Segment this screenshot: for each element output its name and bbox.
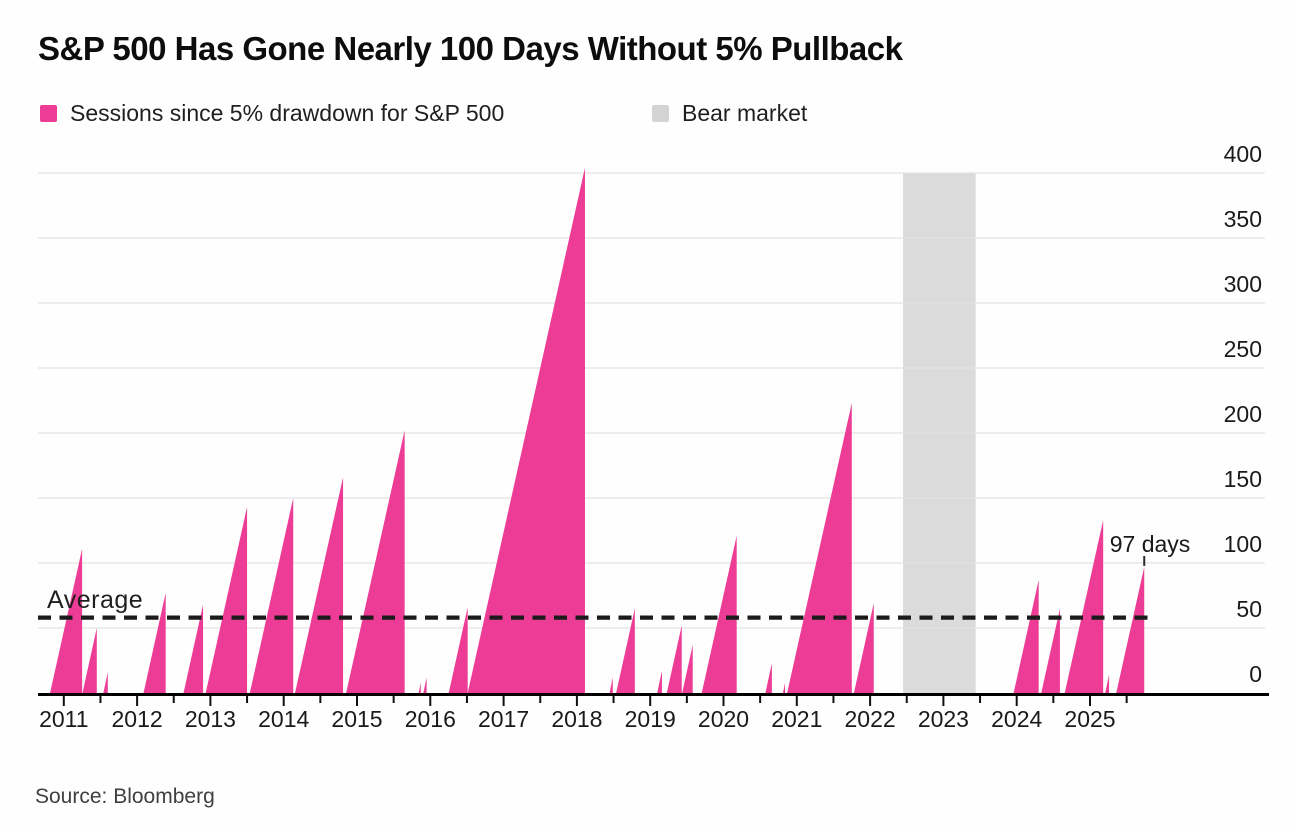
drawdown-streak-triangle xyxy=(782,682,786,694)
y-axis-label-400: 400 xyxy=(1224,141,1262,167)
x-axis-label-2015: 2015 xyxy=(331,706,382,732)
average-line-label: Average xyxy=(47,586,144,614)
legend-item-bear-market: Bear market xyxy=(652,100,807,126)
drawdown-streak-triangle xyxy=(448,607,468,694)
drawdown-streak-triangle xyxy=(615,608,635,694)
x-axis-label-2012: 2012 xyxy=(112,706,163,732)
y-axis-label-0: 0 xyxy=(1249,661,1262,687)
drawdown-streak-triangle xyxy=(1041,608,1060,694)
x-axis-label-2024: 2024 xyxy=(991,706,1042,732)
x-axis-label-2019: 2019 xyxy=(625,706,676,732)
drawdown-streak-triangle xyxy=(681,644,693,694)
drawdown-streak-triangle xyxy=(1104,674,1110,694)
drawdown-streak-triangle xyxy=(103,672,108,694)
drawdown-streak-triangle xyxy=(666,625,682,694)
x-axis-label-2016: 2016 xyxy=(405,706,456,732)
x-axis-label-2013: 2013 xyxy=(185,706,236,732)
bear-market-legend-swatch xyxy=(652,104,669,122)
y-axis-label-200: 200 xyxy=(1224,401,1262,427)
x-axis-label-2025: 2025 xyxy=(1064,706,1115,732)
x-axis-label-2017: 2017 xyxy=(478,706,529,732)
current-streak-annotation: 97 days xyxy=(1109,531,1191,557)
sessions-legend-swatch xyxy=(40,104,57,122)
drawdown-streak-triangle xyxy=(294,477,344,694)
x-axis-label-2014: 2014 xyxy=(258,706,309,732)
x-axis-label-2011: 2011 xyxy=(39,706,88,732)
drawdown-streak-triangle xyxy=(656,670,662,694)
drawdown-streak-triangle xyxy=(1013,579,1039,694)
drawdown-streak-triangle xyxy=(467,167,585,695)
drawdown-streak-triangle xyxy=(418,682,421,694)
y-axis-label-350: 350 xyxy=(1224,206,1262,232)
y-axis-label-100: 100 xyxy=(1224,531,1262,557)
drawdown-streak-triangle xyxy=(701,535,737,694)
sessions-legend-label: Sessions since 5% drawdown for S&P 500 xyxy=(70,99,505,126)
drawdown-streak-triangle xyxy=(143,592,166,694)
y-axis-label-300: 300 xyxy=(1224,271,1262,297)
drawdown-streak-triangle xyxy=(853,603,874,694)
x-axis-label-2018: 2018 xyxy=(551,706,602,732)
bear-market-legend-label: Bear market xyxy=(682,99,808,126)
x-axis-label-2023: 2023 xyxy=(918,706,969,732)
drawdown-streak-triangle xyxy=(49,548,83,694)
y-axis-label-250: 250 xyxy=(1224,336,1262,362)
x-axis-label-2020: 2020 xyxy=(698,706,749,732)
legend-item-sessions: Sessions since 5% drawdown for S&P 500 xyxy=(40,100,504,126)
drawdown-streak-triangle xyxy=(609,677,613,694)
y-axis-label-50: 50 xyxy=(1236,596,1262,622)
y-axis-label-150: 150 xyxy=(1224,466,1262,492)
drawdown-streak-triangle xyxy=(765,663,772,694)
source-credit: Source: Bloomberg xyxy=(35,785,215,808)
drawdown-streak-triangle xyxy=(249,498,294,694)
drawdown-streak-triangle xyxy=(183,604,204,694)
drawdown-streak-triangle xyxy=(205,507,248,694)
drawdown-streak-triangle xyxy=(1116,566,1145,694)
x-axis-label-2021: 2021 xyxy=(771,706,822,732)
drawdown-streak-triangle xyxy=(423,677,427,694)
drawdown-streak-triangle xyxy=(345,430,405,694)
drawdown-streak-triangle xyxy=(786,403,852,694)
drawdown-streak-triangle xyxy=(1064,520,1104,694)
drawdown-streak-triangle xyxy=(82,628,97,694)
x-axis-label-2022: 2022 xyxy=(845,706,896,732)
page-title: S&P 500 Has Gone Nearly 100 Days Without… xyxy=(38,30,903,67)
